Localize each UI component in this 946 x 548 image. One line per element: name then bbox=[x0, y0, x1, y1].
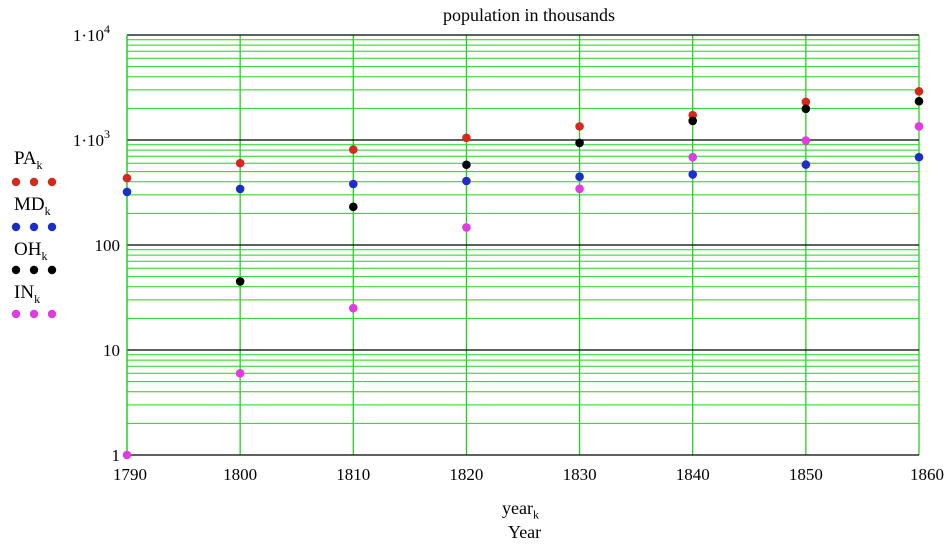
data-point-pa bbox=[914, 87, 924, 96]
grid bbox=[126, 34, 920, 456]
data-point-oh bbox=[462, 160, 471, 170]
data-point-in bbox=[462, 223, 471, 232]
legend-marker-oh bbox=[11, 265, 57, 275]
chart-title: population in thousands bbox=[443, 5, 615, 25]
x-tick-label: 1830 bbox=[563, 465, 597, 484]
x-tick-labels: 1790 1800 1810 1820 1830 1840 1850 1860 bbox=[113, 465, 944, 484]
data-point-md bbox=[575, 172, 584, 182]
data-point-pa bbox=[235, 158, 245, 168]
legend-label-pa: PAk bbox=[14, 148, 43, 172]
data-point-md bbox=[914, 152, 924, 162]
legend-label-oh: OHk bbox=[14, 239, 48, 263]
data-point-pa bbox=[122, 173, 132, 183]
x-axis-label: Year bbox=[508, 522, 542, 542]
data-point-oh bbox=[348, 202, 358, 212]
data-point-md bbox=[122, 187, 132, 197]
data-point-pa bbox=[801, 97, 811, 107]
legend-marker-pa bbox=[11, 177, 57, 187]
data-point-oh bbox=[235, 277, 245, 286]
data-point-in bbox=[235, 368, 245, 378]
x-tick-label: 1810 bbox=[336, 465, 370, 484]
x-tick-label: 1790 bbox=[113, 465, 147, 484]
legend-marker-md bbox=[11, 222, 57, 232]
data-point-md bbox=[462, 176, 471, 186]
data-point-in bbox=[914, 122, 924, 131]
legend-label-md: MDk bbox=[14, 194, 51, 218]
data-point-in bbox=[801, 136, 811, 145]
x-axis-variable-label: yeark bbox=[502, 498, 539, 522]
data-point-in bbox=[348, 303, 358, 313]
data-point-pa bbox=[575, 122, 584, 131]
data-point-oh bbox=[575, 138, 584, 148]
x-tick-label: 1860 bbox=[910, 465, 944, 484]
x-tick-label: 1820 bbox=[449, 465, 483, 484]
data-point-md bbox=[688, 170, 698, 179]
data-point-pa bbox=[462, 133, 471, 143]
x-tick-label: 1800 bbox=[223, 465, 257, 484]
data-point-oh bbox=[688, 116, 698, 126]
data-point-md bbox=[235, 184, 245, 194]
y-tick-labels: 1 10 100 1·103 1·104 bbox=[73, 22, 120, 465]
data-points bbox=[122, 87, 924, 460]
y-tick-label: 1·103 bbox=[73, 127, 110, 150]
legend-label-in: INk bbox=[14, 282, 41, 306]
y-tick-label: 100 bbox=[95, 236, 121, 255]
data-point-pa bbox=[348, 145, 358, 154]
data-point-in bbox=[688, 152, 698, 162]
x-tick-label: 1850 bbox=[789, 465, 823, 484]
legend-marker-in bbox=[11, 309, 57, 319]
data-point-oh bbox=[801, 104, 811, 114]
data-point-md bbox=[348, 179, 358, 189]
data-point-in bbox=[575, 184, 584, 194]
data-point-in bbox=[122, 450, 132, 460]
y-tick-label: 1 bbox=[112, 446, 121, 465]
y-tick-label: 10 bbox=[103, 341, 120, 360]
x-tick-label: 1840 bbox=[676, 465, 710, 484]
y-tick-label: 1·104 bbox=[73, 22, 110, 45]
data-point-oh bbox=[914, 96, 924, 106]
data-point-md bbox=[801, 160, 811, 169]
